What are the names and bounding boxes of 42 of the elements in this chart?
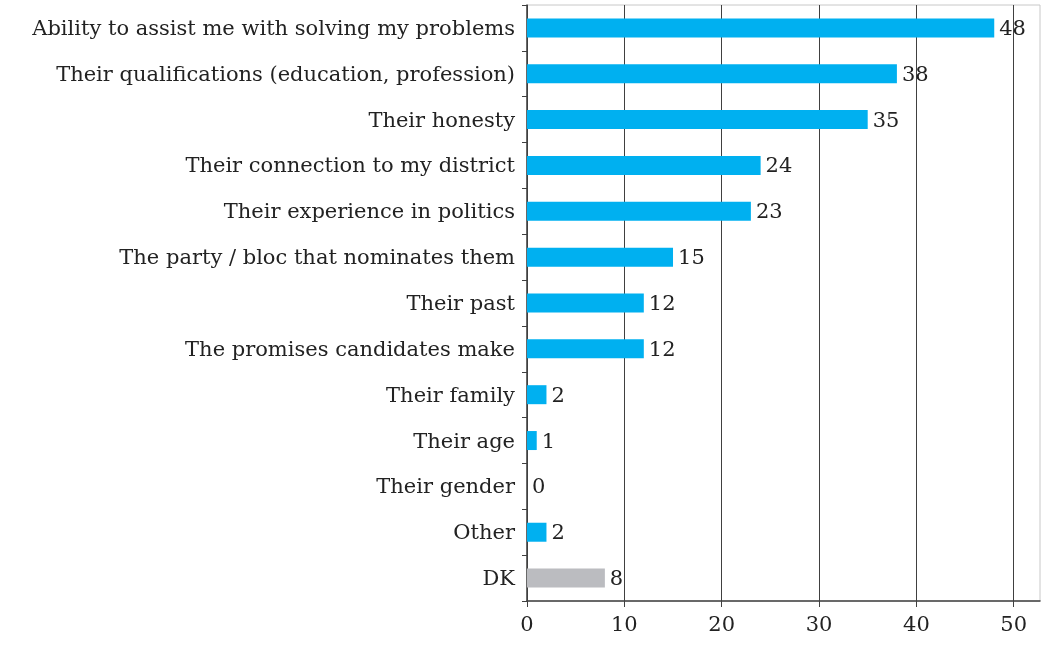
x-tick-label: 0 [520, 611, 534, 636]
data-label: 35 [872, 107, 900, 132]
bar [527, 201, 751, 221]
data-label: 12 [648, 291, 676, 315]
bar [527, 568, 605, 588]
bar [527, 385, 547, 405]
y-tick-label: The party / bloc that nominates them [119, 245, 516, 270]
x-tick-label: 30 [805, 611, 833, 636]
y-tick-label: The promises candidates make [185, 336, 515, 361]
bar [527, 64, 897, 84]
data-label: 12 [648, 336, 676, 361]
bar [527, 293, 644, 313]
bar [527, 18, 995, 38]
y-tick-label: Their qualifications (education, profession) [56, 61, 515, 86]
y-tick-label: Their age [413, 428, 515, 453]
y-tick-label: Their connection to my district [185, 153, 516, 178]
bar [527, 522, 547, 542]
data-label: 8 [609, 566, 624, 591]
x-tick-label: 40 [903, 611, 930, 636]
bar [527, 247, 674, 267]
data-label: 1 [541, 428, 556, 453]
data-label: 23 [755, 199, 783, 224]
data-label: 24 [765, 153, 793, 178]
data-label: 0 [532, 474, 546, 499]
bar [527, 339, 644, 359]
data-label: 2 [551, 520, 565, 545]
data-label: 15 [678, 245, 705, 270]
x-tick-label: 10 [610, 611, 638, 636]
y-tick-label: Their honesty [368, 107, 516, 132]
y-tick-label: DK [482, 566, 516, 591]
y-tick-label: Other [453, 520, 516, 545]
y-tick-label: Their experience in politics [223, 199, 515, 224]
y-tick-label: Their gender [376, 474, 516, 499]
bar [527, 110, 868, 130]
y-tick-label: Their past [406, 291, 516, 315]
data-label: 2 [551, 382, 565, 407]
bar [527, 155, 761, 175]
x-tick-label: 20 [708, 611, 736, 636]
y-tick-label: Their family [386, 382, 516, 407]
x-tick-label: 50 [1000, 611, 1028, 636]
y-tick-label: Ability to assist me with solving my problems [31, 15, 515, 40]
bar [527, 431, 537, 451]
